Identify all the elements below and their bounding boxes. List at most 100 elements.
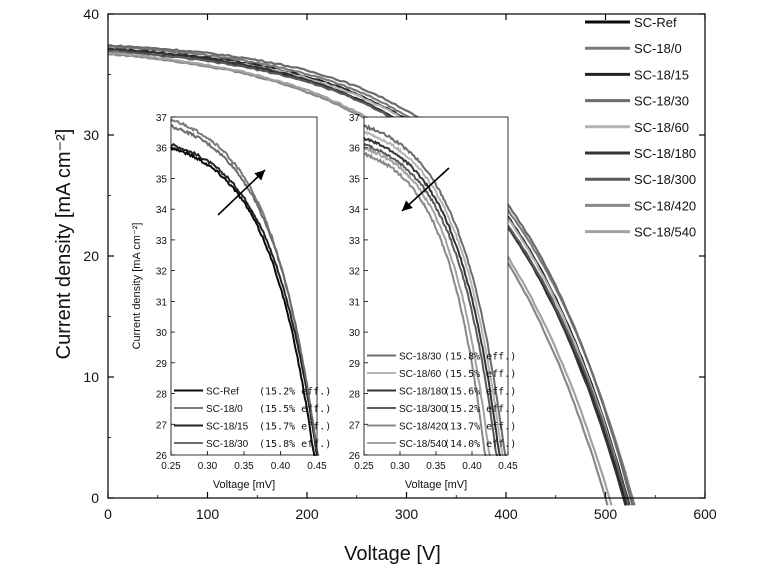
legend-label: SC-18/420 bbox=[634, 198, 696, 213]
inset-y-tick-label: 37 bbox=[156, 113, 168, 124]
inset-x-tick-label: 0.45 bbox=[498, 461, 518, 472]
inset-series-line-sc-18-30 bbox=[363, 124, 507, 456]
inset-legend-name: SC-18/30 bbox=[399, 352, 442, 363]
inset-x-axis-label: Voltage [mV] bbox=[405, 479, 467, 491]
inset-legend-name: SC-18/180 bbox=[399, 387, 447, 398]
inset-series-line-sc-18-60 bbox=[363, 130, 504, 456]
inset-x-tick-label: 0.25 bbox=[161, 461, 181, 472]
series-line-sc-18-540 bbox=[107, 51, 613, 506]
legend-label: SC-18/60 bbox=[634, 120, 689, 135]
inset-y-tick-label: 29 bbox=[156, 359, 168, 370]
x-tick-label: 0 bbox=[104, 506, 112, 522]
legend-label: SC-18/300 bbox=[634, 172, 696, 187]
inset-legend-eff: (15.8% eff.) bbox=[259, 439, 331, 450]
inset-y-tick-label: 32 bbox=[156, 267, 168, 278]
inset-background bbox=[171, 117, 317, 455]
legend-label: SC-18/180 bbox=[634, 146, 696, 161]
inset-x-tick-label: 0.30 bbox=[198, 461, 218, 472]
x-tick-label: 200 bbox=[295, 506, 319, 522]
inset-x-tick-label: 0.25 bbox=[354, 461, 374, 472]
series-line-sc-18-0 bbox=[107, 45, 636, 506]
inset-legend-name: SC-18/0 bbox=[206, 404, 243, 415]
y-tick-label: 30 bbox=[83, 127, 99, 143]
x-tick-label: 100 bbox=[196, 506, 220, 522]
inset-y-tick-label: 28 bbox=[349, 390, 361, 401]
inset-legend-eff: (15.2% eff.) bbox=[259, 387, 331, 398]
inset-legend-name: SC-18/540 bbox=[399, 439, 447, 450]
inset-legend-eff: (15.7% eff.) bbox=[259, 422, 331, 433]
inset-y-tick-label: 34 bbox=[349, 205, 361, 216]
inset-series-line-sc-ref bbox=[170, 146, 316, 456]
inset-y-tick-label: 27 bbox=[156, 420, 168, 431]
inset-series-line-sc-18-180 bbox=[363, 137, 501, 456]
inset-y-tick-label: 35 bbox=[156, 174, 168, 185]
inset-legend-name: SC-18/60 bbox=[399, 369, 442, 380]
x-axis-label: Voltage [V] bbox=[344, 543, 441, 565]
x-tick-label: 400 bbox=[494, 506, 518, 522]
inset-x-axis-label: Voltage [mV] bbox=[213, 479, 275, 491]
inset-y-tick-label: 28 bbox=[156, 390, 168, 401]
inset-y-tick-label: 32 bbox=[349, 267, 361, 278]
inset-y-axis-label: Current density [mA cm⁻²] bbox=[131, 223, 143, 350]
y-tick-label: 20 bbox=[83, 248, 99, 264]
inset-background bbox=[364, 117, 508, 455]
inset-series-line-sc-18-420 bbox=[363, 151, 487, 456]
inset-legend-eff: (13.7% eff.) bbox=[444, 422, 516, 433]
inset-y-tick-label: 29 bbox=[349, 359, 361, 370]
inset-y-tick-label: 30 bbox=[156, 328, 168, 339]
x-tick-label: 600 bbox=[693, 506, 717, 522]
inset-y-tick-label: 31 bbox=[156, 297, 168, 308]
series-line-sc-18-30 bbox=[107, 44, 634, 506]
inset-y-tick-label: 36 bbox=[349, 144, 361, 155]
y-tick-label: 0 bbox=[91, 490, 99, 506]
inset-x-tick-label: 0.45 bbox=[307, 461, 327, 472]
inset-x-tick-label: 0.40 bbox=[271, 461, 291, 472]
inset-x-tick-label: 0.35 bbox=[426, 461, 446, 472]
inset-y-tick-label: 26 bbox=[349, 451, 361, 462]
inset-right-panel: 0.25 0.30 0.35 0.40 0.45 26 27 28 29 30 31 32 33 34 35… bbox=[349, 113, 518, 491]
inset-y-tick-label: 27 bbox=[349, 420, 361, 431]
inset-y-tick-label: 33 bbox=[156, 236, 168, 247]
inset-legend-name: SC-18/30 bbox=[206, 439, 249, 450]
inset-y-tick-label: 26 bbox=[156, 451, 168, 462]
inset-legend-name: SC-Ref bbox=[206, 387, 239, 398]
y-tick-label: 40 bbox=[83, 6, 99, 22]
legend-label: SC-18/0 bbox=[634, 41, 682, 56]
legend-label: SC-18/15 bbox=[634, 67, 689, 82]
inset-series-line-sc-18-300 bbox=[363, 142, 498, 456]
inset-legend-eff: (15.6% eff.) bbox=[444, 387, 516, 398]
inset-series-line-sc-18-15 bbox=[170, 142, 319, 456]
inset-legend-eff: (15.5% eff.) bbox=[444, 369, 516, 380]
inset-legend-name: SC-18/15 bbox=[206, 422, 249, 433]
main-plot-area: 0 100 200 300 400 500 600 0 10 20 30 40 Voltage [V] C… bbox=[53, 6, 717, 565]
inset-y-tick-label: 30 bbox=[349, 328, 361, 339]
x-tick-label: 300 bbox=[395, 506, 419, 522]
trend-arrowhead-icon bbox=[402, 200, 413, 211]
inset-legend-eff: (15.2% eff.) bbox=[444, 404, 516, 415]
trend-arrowhead-icon bbox=[254, 170, 265, 181]
legend-label: SC-Ref bbox=[634, 15, 677, 30]
inset-x-tick-label: 0.35 bbox=[234, 461, 254, 472]
inset-y-tick-label: 34 bbox=[156, 205, 168, 216]
inset-series-line-sc-18-540 bbox=[363, 146, 491, 456]
inset-left-panel: 0.25 0.30 0.35 0.40 0.45 26 27 28 29 30 31 32 33 34 35… bbox=[131, 113, 331, 491]
legend-label: SC-18/30 bbox=[634, 94, 689, 109]
inset-legend-eff: (15.5% eff.) bbox=[259, 404, 331, 415]
x-tick-label: 500 bbox=[594, 506, 618, 522]
y-tick-label: 10 bbox=[83, 369, 99, 385]
series-line-sc-18-420 bbox=[107, 52, 609, 506]
inset-series-line-sc-18-30 bbox=[170, 124, 320, 456]
trend-arrow-icon bbox=[217, 169, 266, 216]
inset-y-tick-label: 35 bbox=[349, 174, 361, 185]
series-line-sc-18-180 bbox=[107, 48, 627, 506]
inset-legend-eff: (14.0% eff.) bbox=[444, 439, 516, 450]
inset-legend-name: SC-18/300 bbox=[399, 404, 447, 415]
legend-label: SC-18/540 bbox=[634, 225, 696, 240]
series-line-sc-18-300 bbox=[107, 50, 630, 506]
main-legend: SC-Ref SC-18/0 SC-18/15 SC-18/30 SC-18/60 SC-… bbox=[585, 15, 696, 240]
trend-arrow-icon bbox=[401, 167, 450, 212]
inset-legend-eff: (15.8% eff.) bbox=[444, 352, 516, 363]
inset-y-tick-label: 36 bbox=[156, 144, 168, 155]
